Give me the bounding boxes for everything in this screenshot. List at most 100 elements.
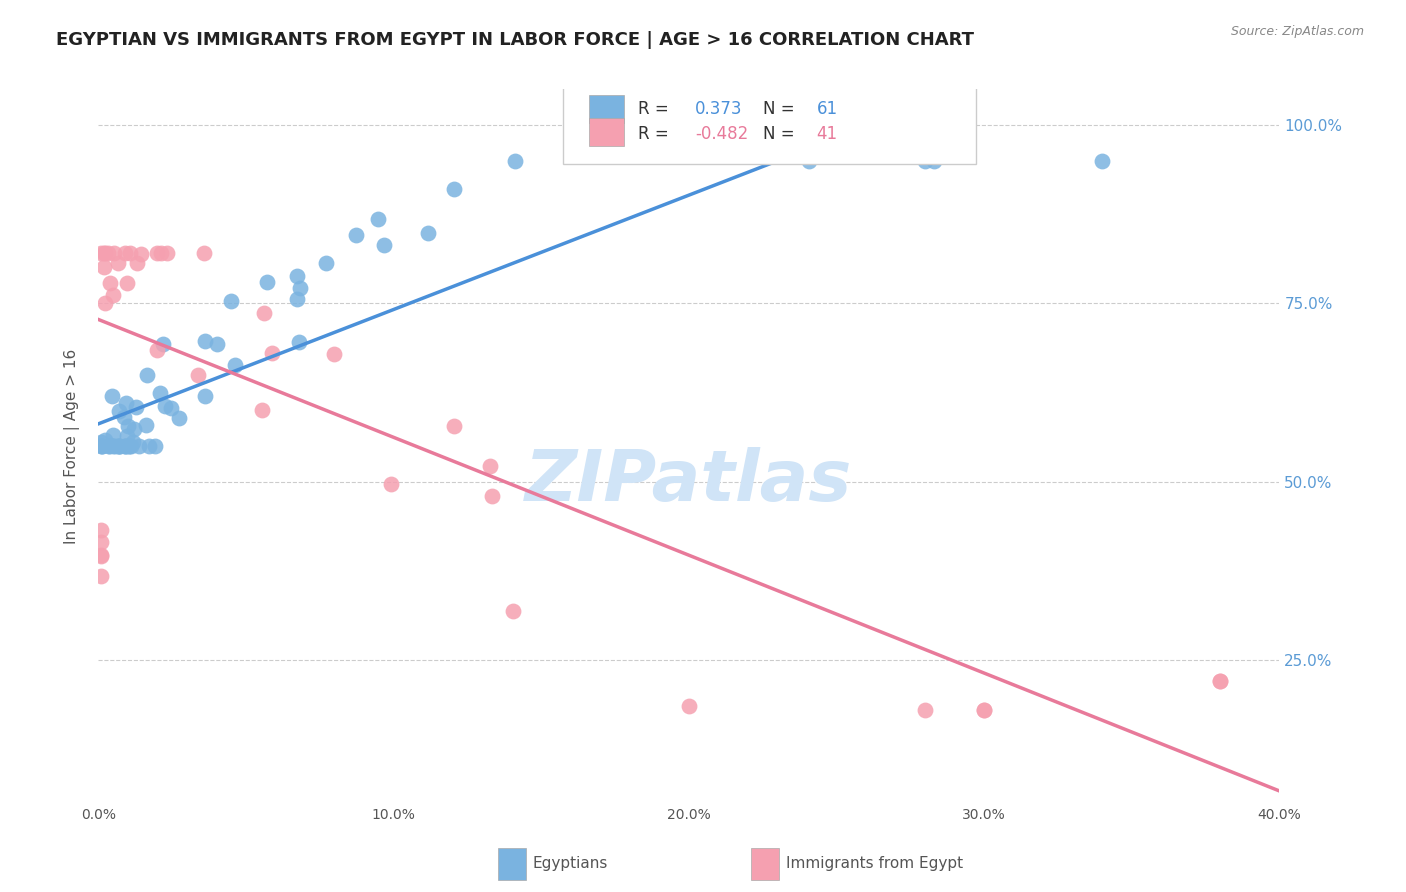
Point bbox=[224, 358, 246, 372]
Point bbox=[112, 409, 135, 424]
Point bbox=[115, 439, 138, 453]
Point bbox=[285, 269, 308, 284]
Point bbox=[115, 276, 138, 290]
Point bbox=[914, 703, 936, 717]
Point bbox=[114, 396, 136, 410]
Point bbox=[194, 334, 217, 348]
Point bbox=[205, 336, 228, 351]
Point bbox=[193, 246, 215, 260]
Point bbox=[114, 439, 136, 453]
Point bbox=[187, 368, 209, 382]
Point bbox=[290, 281, 312, 295]
Point bbox=[416, 226, 439, 240]
Point bbox=[90, 535, 112, 549]
Point bbox=[443, 182, 465, 196]
Point bbox=[101, 287, 124, 301]
Point bbox=[103, 246, 125, 260]
Point bbox=[97, 246, 120, 260]
Point bbox=[678, 699, 700, 714]
Point bbox=[98, 438, 121, 452]
Point bbox=[101, 428, 124, 442]
Text: ZIPatlas: ZIPatlas bbox=[526, 447, 852, 516]
Text: -0.482: -0.482 bbox=[695, 125, 748, 143]
Point bbox=[443, 419, 465, 434]
Point bbox=[250, 403, 273, 417]
Point bbox=[107, 439, 129, 453]
Point bbox=[150, 246, 173, 260]
Point bbox=[1090, 153, 1112, 168]
Point bbox=[155, 399, 177, 413]
Point bbox=[973, 703, 995, 717]
Bar bbox=[751, 848, 779, 880]
Point bbox=[117, 418, 139, 433]
Point bbox=[143, 439, 166, 453]
Text: Immigrants from Egypt: Immigrants from Egypt bbox=[786, 855, 963, 871]
Text: R =: R = bbox=[638, 100, 673, 118]
Point bbox=[194, 389, 217, 403]
Point bbox=[288, 335, 311, 350]
Point bbox=[118, 439, 141, 453]
Point bbox=[149, 386, 172, 401]
Point bbox=[104, 439, 127, 453]
Point bbox=[107, 256, 129, 270]
Point bbox=[256, 275, 278, 289]
Point bbox=[146, 246, 169, 260]
FancyBboxPatch shape bbox=[562, 73, 976, 164]
Point bbox=[120, 439, 142, 453]
Point bbox=[90, 439, 112, 453]
Point bbox=[135, 418, 157, 433]
Point bbox=[108, 439, 131, 453]
Point bbox=[914, 153, 936, 168]
Point bbox=[797, 153, 820, 168]
Point bbox=[129, 246, 152, 260]
Point bbox=[128, 439, 150, 453]
Point bbox=[114, 246, 136, 260]
Point bbox=[97, 439, 120, 453]
Text: 41: 41 bbox=[817, 125, 838, 143]
Point bbox=[285, 293, 308, 307]
Point bbox=[90, 568, 112, 582]
Point bbox=[152, 337, 174, 351]
Point bbox=[90, 435, 112, 450]
Point bbox=[373, 237, 395, 252]
Point bbox=[90, 439, 112, 453]
Text: N =: N = bbox=[763, 125, 800, 143]
Point bbox=[98, 439, 121, 453]
Point bbox=[114, 439, 136, 453]
Point bbox=[101, 389, 124, 403]
Point bbox=[90, 524, 112, 538]
Point bbox=[121, 435, 143, 450]
Point bbox=[118, 246, 141, 260]
Text: EGYPTIAN VS IMMIGRANTS FROM EGYPT IN LABOR FORCE | AGE > 16 CORRELATION CHART: EGYPTIAN VS IMMIGRANTS FROM EGYPT IN LAB… bbox=[56, 31, 974, 49]
Point bbox=[90, 246, 112, 260]
Text: Source: ZipAtlas.com: Source: ZipAtlas.com bbox=[1230, 25, 1364, 38]
Point bbox=[93, 246, 115, 260]
Point bbox=[367, 212, 389, 227]
Point bbox=[115, 429, 138, 443]
Point bbox=[108, 439, 131, 453]
Point bbox=[108, 439, 131, 453]
Point bbox=[103, 439, 125, 453]
Text: Egyptians: Egyptians bbox=[533, 855, 607, 871]
Point bbox=[322, 347, 344, 361]
Point bbox=[159, 401, 181, 416]
Point bbox=[94, 246, 117, 260]
Point bbox=[136, 368, 159, 382]
Point bbox=[122, 421, 145, 435]
Point bbox=[380, 476, 402, 491]
Point bbox=[125, 401, 148, 415]
Bar bbox=[498, 848, 526, 880]
Text: N =: N = bbox=[763, 100, 800, 118]
FancyBboxPatch shape bbox=[589, 118, 624, 146]
Point bbox=[94, 434, 117, 448]
Point bbox=[344, 227, 367, 242]
Point bbox=[167, 410, 190, 425]
Point bbox=[315, 256, 337, 270]
Point bbox=[478, 458, 501, 473]
Point bbox=[127, 256, 149, 270]
Point bbox=[973, 703, 995, 717]
Text: 0.373: 0.373 bbox=[695, 100, 742, 118]
Point bbox=[90, 548, 112, 562]
FancyBboxPatch shape bbox=[589, 95, 624, 123]
Y-axis label: In Labor Force | Age > 16: In Labor Force | Age > 16 bbox=[63, 349, 80, 543]
